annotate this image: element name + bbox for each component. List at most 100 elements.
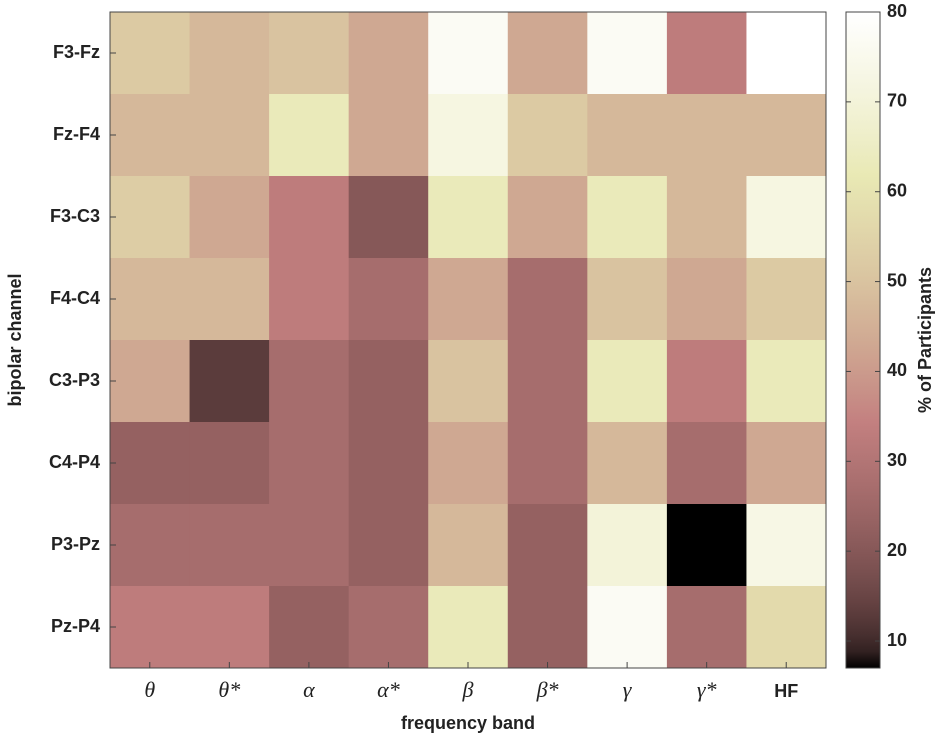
y-tick-label: Fz-F4 bbox=[53, 124, 100, 144]
colorbar-tick-label: 20 bbox=[887, 540, 907, 560]
heatmap-cell bbox=[746, 176, 827, 259]
heatmap-cell bbox=[666, 12, 747, 95]
heatmap-cell bbox=[269, 422, 350, 505]
heatmap-cell bbox=[666, 422, 747, 505]
heatmap-cell bbox=[189, 12, 270, 95]
y-tick-label: Pz-P4 bbox=[51, 616, 100, 636]
heatmap-cell bbox=[507, 258, 588, 341]
heatmap-cell bbox=[428, 586, 509, 669]
colorbar bbox=[845, 11, 881, 669]
heatmap-cell bbox=[189, 586, 270, 669]
heatmap-cell bbox=[587, 422, 668, 505]
heatmap-cell bbox=[189, 504, 270, 587]
colorbar-label: % of Participants bbox=[915, 267, 935, 413]
heatmap-cell bbox=[507, 94, 588, 177]
heatmap-cell bbox=[587, 504, 668, 587]
heatmap-cell bbox=[269, 94, 350, 177]
colorbar-tick-label: 70 bbox=[887, 91, 907, 111]
x-tick-label: α bbox=[303, 677, 315, 702]
colorbar-tick-label: 50 bbox=[887, 270, 907, 290]
y-tick-label: P3-Pz bbox=[51, 534, 100, 554]
heatmap-cell bbox=[666, 340, 747, 423]
heatmap-cell bbox=[587, 12, 668, 95]
heatmap-cell bbox=[507, 422, 588, 505]
heatmap-cell bbox=[110, 258, 191, 341]
heatmap-cell bbox=[507, 586, 588, 669]
heatmap-cell bbox=[507, 12, 588, 95]
x-tick-label: θ* bbox=[218, 677, 240, 702]
heatmap-cell bbox=[189, 422, 270, 505]
heatmap-cell bbox=[348, 422, 429, 505]
heatmap-cell bbox=[587, 586, 668, 669]
heatmap-cell bbox=[110, 504, 191, 587]
y-tick-label: C4-P4 bbox=[49, 452, 100, 472]
heatmap-cell bbox=[269, 340, 350, 423]
heatmap-cell bbox=[507, 504, 588, 587]
heatmap-cell bbox=[666, 94, 747, 177]
heatmap-cell bbox=[746, 422, 827, 505]
heatmap-cell bbox=[666, 258, 747, 341]
heatmap-cell bbox=[507, 176, 588, 259]
heatmap-cell bbox=[110, 340, 191, 423]
heatmap-cell bbox=[189, 94, 270, 177]
y-axis-label: bipolar channel bbox=[5, 273, 25, 406]
colorbar-tick-label: 40 bbox=[887, 360, 907, 380]
x-tick-label: γ bbox=[623, 677, 633, 702]
heatmap-cell bbox=[189, 176, 270, 259]
heatmap-cell bbox=[666, 586, 747, 669]
heatmap-cell bbox=[428, 12, 509, 95]
heatmap-cell bbox=[110, 422, 191, 505]
heatmap-cell bbox=[587, 176, 668, 259]
heatmap-cell bbox=[746, 586, 827, 669]
heatmap-cell bbox=[189, 258, 270, 341]
y-tick-label: C3-P3 bbox=[49, 370, 100, 390]
y-tick-label: F4-C4 bbox=[50, 288, 100, 308]
heatmap-cell bbox=[348, 12, 429, 95]
x-tick-label: HF bbox=[774, 681, 798, 701]
heatmap-cell bbox=[110, 586, 191, 669]
heatmap-cell bbox=[348, 340, 429, 423]
x-tick-label: β bbox=[462, 677, 474, 702]
heatmap-cell bbox=[189, 340, 270, 423]
heatmap-cell bbox=[746, 258, 827, 341]
heatmap-cell bbox=[428, 340, 509, 423]
heatmap-cell bbox=[348, 176, 429, 259]
heatmap-cell bbox=[348, 504, 429, 587]
heatmap-cell bbox=[428, 422, 509, 505]
heatmap-cell bbox=[746, 504, 827, 587]
heatmap-cell bbox=[269, 12, 350, 95]
heatmap-cell bbox=[348, 258, 429, 341]
heatmap-cell bbox=[587, 258, 668, 341]
colorbar-tick-label: 10 bbox=[887, 630, 907, 650]
heatmap-cell bbox=[587, 340, 668, 423]
y-tick-label: F3-Fz bbox=[53, 42, 100, 62]
heatmap-cell bbox=[110, 12, 191, 95]
heatmap-cell bbox=[428, 94, 509, 177]
heatmap-cell bbox=[348, 94, 429, 177]
heatmap-cell bbox=[666, 176, 747, 259]
x-axis-label: frequency band bbox=[401, 713, 535, 733]
heatmap-cell bbox=[110, 94, 191, 177]
heatmap-cell bbox=[269, 258, 350, 341]
heatmap-cell bbox=[746, 94, 827, 177]
heatmap-cell bbox=[269, 504, 350, 587]
heatmap-cell bbox=[110, 176, 191, 259]
colorbar-tick-label: 30 bbox=[887, 450, 907, 470]
heatmap-cell bbox=[348, 586, 429, 669]
heatmap-cell bbox=[269, 586, 350, 669]
heatmap-cell bbox=[428, 258, 509, 341]
x-tick-label: α* bbox=[377, 677, 400, 702]
colorbar-tick-label: 80 bbox=[887, 1, 907, 21]
heatmap-cell bbox=[428, 176, 509, 259]
heatmap-cell bbox=[269, 176, 350, 259]
x-tick-label: β* bbox=[536, 677, 559, 702]
heatmap-cell bbox=[746, 12, 827, 95]
heatmap-cell bbox=[428, 504, 509, 587]
colorbar-tick-label: 60 bbox=[887, 180, 907, 200]
heatmap-cell bbox=[746, 340, 827, 423]
x-tick-label: θ bbox=[144, 677, 155, 702]
heatmap-cell bbox=[507, 340, 588, 423]
heatmap-cell bbox=[666, 504, 747, 587]
x-tick-label: γ* bbox=[697, 677, 717, 702]
